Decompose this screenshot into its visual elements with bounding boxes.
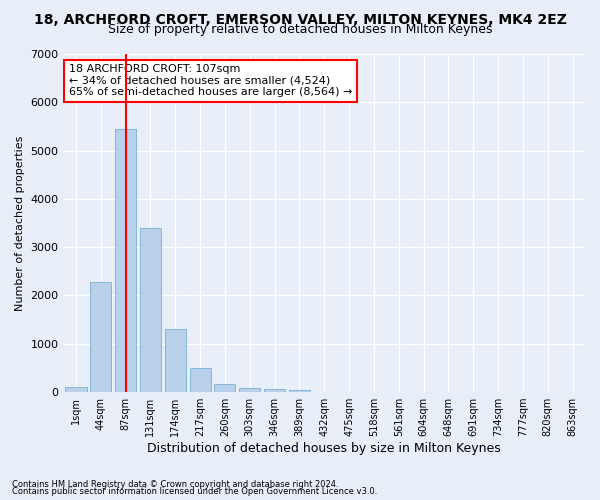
Bar xyxy=(140,228,161,392)
Bar xyxy=(190,368,211,392)
Bar xyxy=(289,390,310,392)
Text: Size of property relative to detached houses in Milton Keynes: Size of property relative to detached ho… xyxy=(108,22,492,36)
Text: 18 ARCHFORD CROFT: 107sqm
← 34% of detached houses are smaller (4,524)
65% of se: 18 ARCHFORD CROFT: 107sqm ← 34% of detac… xyxy=(69,64,352,98)
X-axis label: Distribution of detached houses by size in Milton Keynes: Distribution of detached houses by size … xyxy=(148,442,501,455)
Bar xyxy=(90,282,112,392)
Bar xyxy=(165,329,186,392)
Text: Contains HM Land Registry data © Crown copyright and database right 2024.: Contains HM Land Registry data © Crown c… xyxy=(12,480,338,489)
Bar xyxy=(264,389,285,392)
Text: Contains public sector information licensed under the Open Government Licence v3: Contains public sector information licen… xyxy=(12,487,377,496)
Text: 18, ARCHFORD CROFT, EMERSON VALLEY, MILTON KEYNES, MK4 2EZ: 18, ARCHFORD CROFT, EMERSON VALLEY, MILT… xyxy=(34,12,566,26)
Bar xyxy=(214,384,235,392)
Y-axis label: Number of detached properties: Number of detached properties xyxy=(15,136,25,310)
Bar xyxy=(115,129,136,392)
Bar xyxy=(65,388,86,392)
Bar xyxy=(239,388,260,392)
